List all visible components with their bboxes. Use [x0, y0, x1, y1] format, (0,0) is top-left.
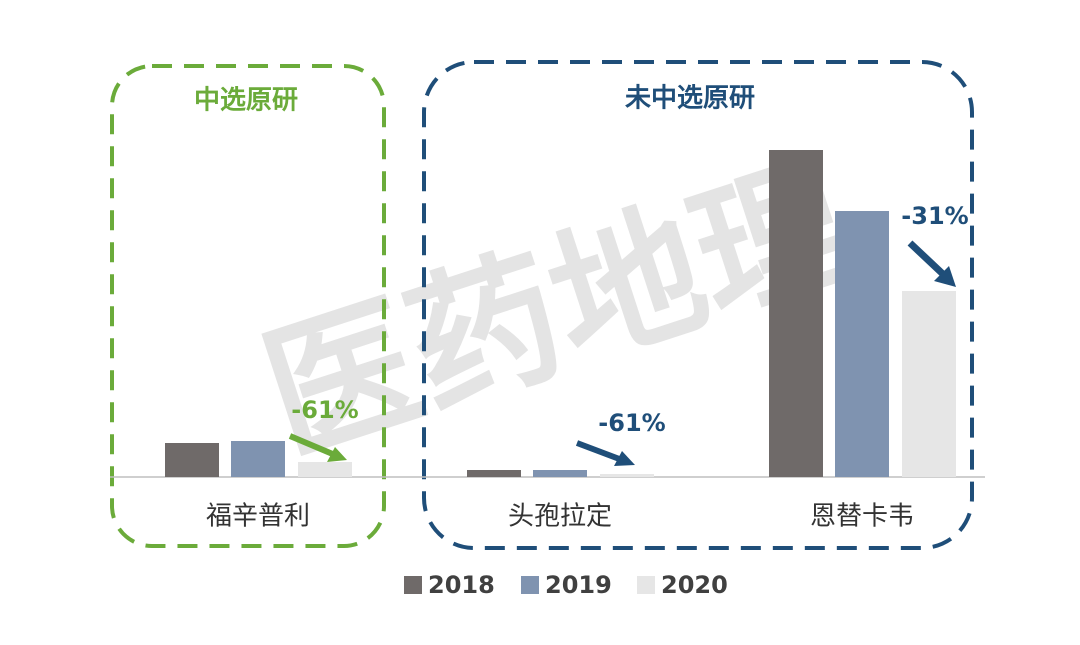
x-tick-label: 恩替卡韦 — [810, 502, 914, 532]
group-label: 中选原研 — [194, 86, 298, 116]
change-label: -61% — [598, 409, 665, 437]
legend-label: 2019 — [545, 571, 612, 599]
arrow — [288, 433, 337, 458]
group-label: 未中选原研 — [625, 84, 755, 114]
arrow — [575, 440, 624, 463]
bar — [835, 211, 889, 477]
x-tick-label: 福辛普利 — [206, 502, 310, 532]
bar — [902, 291, 956, 477]
group-box — [110, 64, 386, 548]
legend-swatch — [637, 576, 655, 594]
bar — [298, 462, 352, 477]
legend-label: 2018 — [428, 571, 495, 599]
bar — [533, 470, 587, 477]
bar — [769, 150, 823, 477]
legend-label: 2020 — [661, 571, 728, 599]
bar — [467, 470, 521, 477]
x-tick-label: 头孢拉定 — [508, 502, 612, 532]
legend-swatch — [521, 576, 539, 594]
arrow-head — [934, 266, 956, 287]
arrow-head — [614, 451, 635, 466]
group-box — [422, 60, 974, 550]
arrow — [907, 240, 948, 279]
legend-swatch — [404, 576, 422, 594]
change-label: -61% — [291, 396, 358, 424]
bar — [231, 441, 285, 477]
bar — [165, 443, 219, 477]
change-label: -31% — [901, 202, 968, 230]
arrow-head — [327, 447, 347, 462]
bar — [600, 474, 654, 477]
arrows — [288, 240, 956, 466]
